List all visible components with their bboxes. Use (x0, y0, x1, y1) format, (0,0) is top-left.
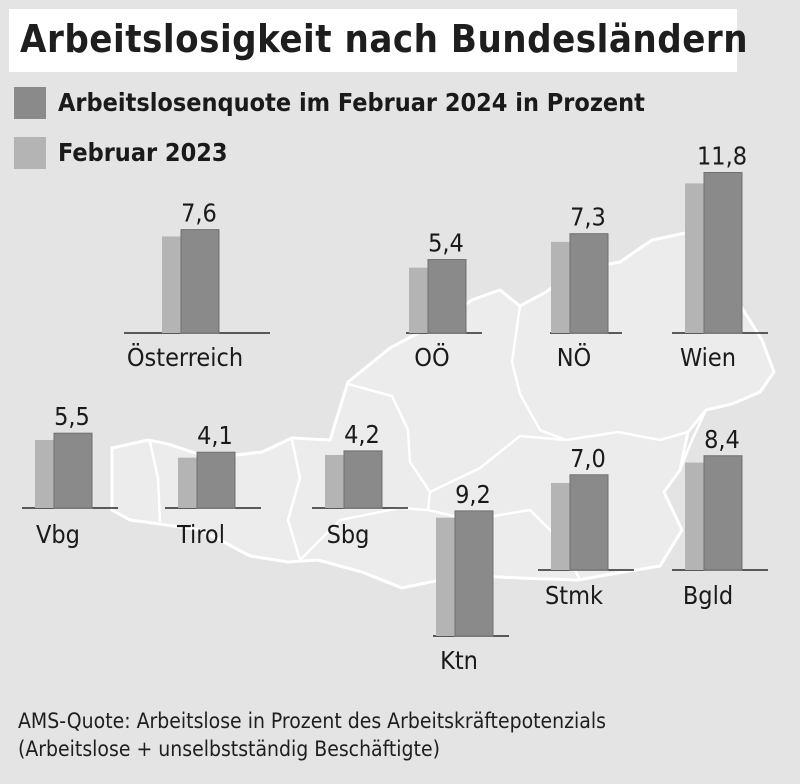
value-label-cat-3: 11,8 (697, 142, 747, 171)
category-label-cat-3: Wien (680, 343, 736, 372)
value-label-cat-9: 8,4 (704, 425, 740, 454)
border-noe-bgld (678, 409, 708, 471)
value-label-cat-5: 4,1 (197, 421, 233, 450)
border-ooe-noe (510, 305, 567, 442)
footnote-line-2: (Arbeitslose + unselbstständig Beschäfti… (18, 737, 440, 761)
category-label-cat-9: Bgld (683, 581, 733, 610)
value-label-cat-7: 9,2 (455, 480, 491, 509)
value-label-cat-8: 7,0 (570, 444, 606, 473)
border-sbg-ooe (347, 382, 432, 511)
legend-label-2024: Arbeitslosenquote im Februar 2024 in Pro… (58, 88, 645, 117)
legend-swatch-2023 (14, 137, 46, 169)
bar-2024-cat-1 (427, 259, 467, 334)
bar-2024-cat-5 (196, 451, 236, 509)
legend-swatch-2024 (14, 87, 46, 119)
bar-2024-cat-6 (343, 450, 383, 509)
chart-title: Arbeitslosigkeit nach Bundesländern (20, 17, 749, 61)
category-label-cat-7: Ktn (440, 646, 478, 675)
bar-2024-cat-3 (703, 172, 743, 334)
bar-2024-cat-9 (703, 455, 743, 571)
bar-2024-cat-4 (53, 432, 93, 509)
category-label-cat-1: OÖ (414, 343, 449, 372)
value-label-cat-4: 5,5 (54, 402, 90, 431)
footnote: AMS-Quote: Arbeitslose in Prozent des Ar… (18, 707, 788, 763)
bar-2024-cat-7 (454, 510, 494, 637)
value-label-cat-6: 4,2 (344, 420, 380, 449)
border-tirol-sbg (286, 439, 302, 561)
category-label-cat-5: Tirol (176, 520, 225, 549)
category-label-cat-6: Sbg (327, 520, 370, 549)
border-stmk-noe (565, 430, 689, 442)
category-label-cat-8: Stmk (545, 581, 603, 610)
footnote-line-1: AMS-Quote: Arbeitslose in Prozent des Ar… (18, 709, 606, 733)
title-box: Arbeitslosigkeit nach Bundesländern (9, 9, 748, 72)
bar-2024-cat-2 (569, 233, 609, 334)
border-ooe-stmk (429, 434, 567, 494)
value-label-cat-0: 7,6 (181, 199, 217, 228)
value-label-cat-1: 5,4 (428, 229, 464, 258)
border-sbg-ktn (299, 506, 429, 561)
bar-2024-cat-8 (569, 474, 609, 571)
legend-label-2023: Februar 2023 (58, 138, 228, 167)
border-vbg-tirol (148, 441, 162, 523)
value-label-cat-2: 7,3 (570, 203, 606, 232)
bars-layer: 7,6 Österreich 5,4 OÖ 7,3 NÖ 11,8 Wien 5,5 Vbg 4,1… (22, 142, 768, 675)
category-label-cat-2: NÖ (557, 343, 592, 372)
bar-2024-cat-0 (180, 229, 220, 334)
category-label-cat-0: Österreich (127, 343, 243, 372)
category-label-cat-4: Vbg (36, 520, 80, 549)
